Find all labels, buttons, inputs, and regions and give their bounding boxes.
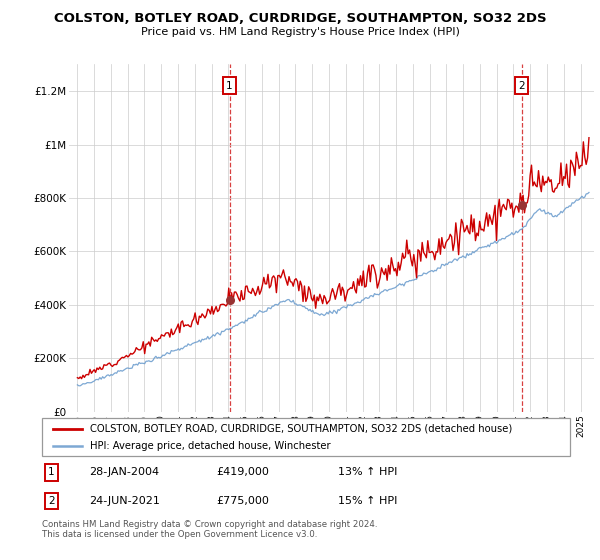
Text: Contains HM Land Registry data © Crown copyright and database right 2024.
This d: Contains HM Land Registry data © Crown c…: [42, 520, 377, 539]
Text: 2: 2: [518, 81, 525, 91]
FancyBboxPatch shape: [42, 418, 570, 456]
Text: £775,000: £775,000: [216, 496, 269, 506]
Text: 1: 1: [48, 467, 55, 477]
Text: 15% ↑ HPI: 15% ↑ HPI: [338, 496, 397, 506]
Text: 2: 2: [48, 496, 55, 506]
Text: 24-JUN-2021: 24-JUN-2021: [89, 496, 160, 506]
Text: Price paid vs. HM Land Registry's House Price Index (HPI): Price paid vs. HM Land Registry's House …: [140, 27, 460, 37]
Text: 28-JAN-2004: 28-JAN-2004: [89, 467, 160, 477]
Text: 13% ↑ HPI: 13% ↑ HPI: [338, 467, 397, 477]
Text: 1: 1: [226, 81, 233, 91]
Text: COLSTON, BOTLEY ROAD, CURDRIDGE, SOUTHAMPTON, SO32 2DS: COLSTON, BOTLEY ROAD, CURDRIDGE, SOUTHAM…: [53, 12, 547, 25]
Text: £419,000: £419,000: [216, 467, 269, 477]
Text: COLSTON, BOTLEY ROAD, CURDRIDGE, SOUTHAMPTON, SO32 2DS (detached house): COLSTON, BOTLEY ROAD, CURDRIDGE, SOUTHAM…: [89, 423, 512, 433]
Text: HPI: Average price, detached house, Winchester: HPI: Average price, detached house, Winc…: [89, 441, 330, 451]
